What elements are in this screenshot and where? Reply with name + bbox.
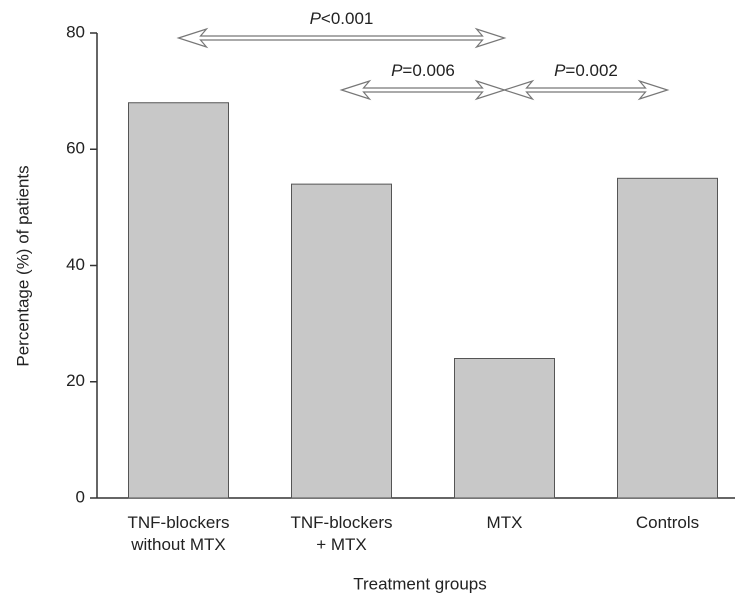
y-tick-label: 0 xyxy=(76,487,85,506)
x-tick-label-line: Controls xyxy=(636,513,699,532)
y-tick-label: 20 xyxy=(66,371,85,390)
x-tick-label: TNF-blockers + MTX xyxy=(290,513,392,554)
x-tick-label-line: + MTX xyxy=(316,535,367,554)
annotation: P<0.001 xyxy=(310,9,374,28)
annotation: P=0.002 xyxy=(554,61,618,80)
bar xyxy=(128,102,229,499)
annotation-rest: <0.001 xyxy=(321,9,373,28)
x-tick-label-line: without MTX xyxy=(130,535,225,554)
y-tick-label: 80 xyxy=(66,22,85,41)
annotation-arrow xyxy=(502,79,670,101)
x-axis-title: Treatment groups xyxy=(353,574,487,593)
x-tick-label-line: TNF-blockers xyxy=(127,513,229,532)
bar xyxy=(291,183,392,499)
y-tick-label: 60 xyxy=(66,139,85,158)
x-tick-label-line: TNF-blockers xyxy=(290,513,392,532)
annotation-rest: =0.006 xyxy=(402,61,454,80)
annotation-italic: P xyxy=(391,61,403,80)
annotation-italic: P xyxy=(310,9,322,28)
y-tick-label: 40 xyxy=(66,255,85,274)
annotation-arrow xyxy=(339,79,507,101)
y-axis-title: Percentage (%) of patients xyxy=(13,165,32,366)
x-tick-label: MTX xyxy=(487,513,523,532)
x-tick-label-line: MTX xyxy=(487,513,523,532)
bar xyxy=(617,177,718,499)
bar xyxy=(454,358,555,499)
annotation-arrow xyxy=(176,27,507,49)
x-tick-label: Controls xyxy=(636,513,699,532)
x-tick-label: TNF-blockers without MTX xyxy=(127,513,229,554)
annotation-italic: P xyxy=(554,61,566,80)
annotation: P=0.006 xyxy=(391,61,455,80)
annotation-rest: =0.002 xyxy=(565,61,617,80)
